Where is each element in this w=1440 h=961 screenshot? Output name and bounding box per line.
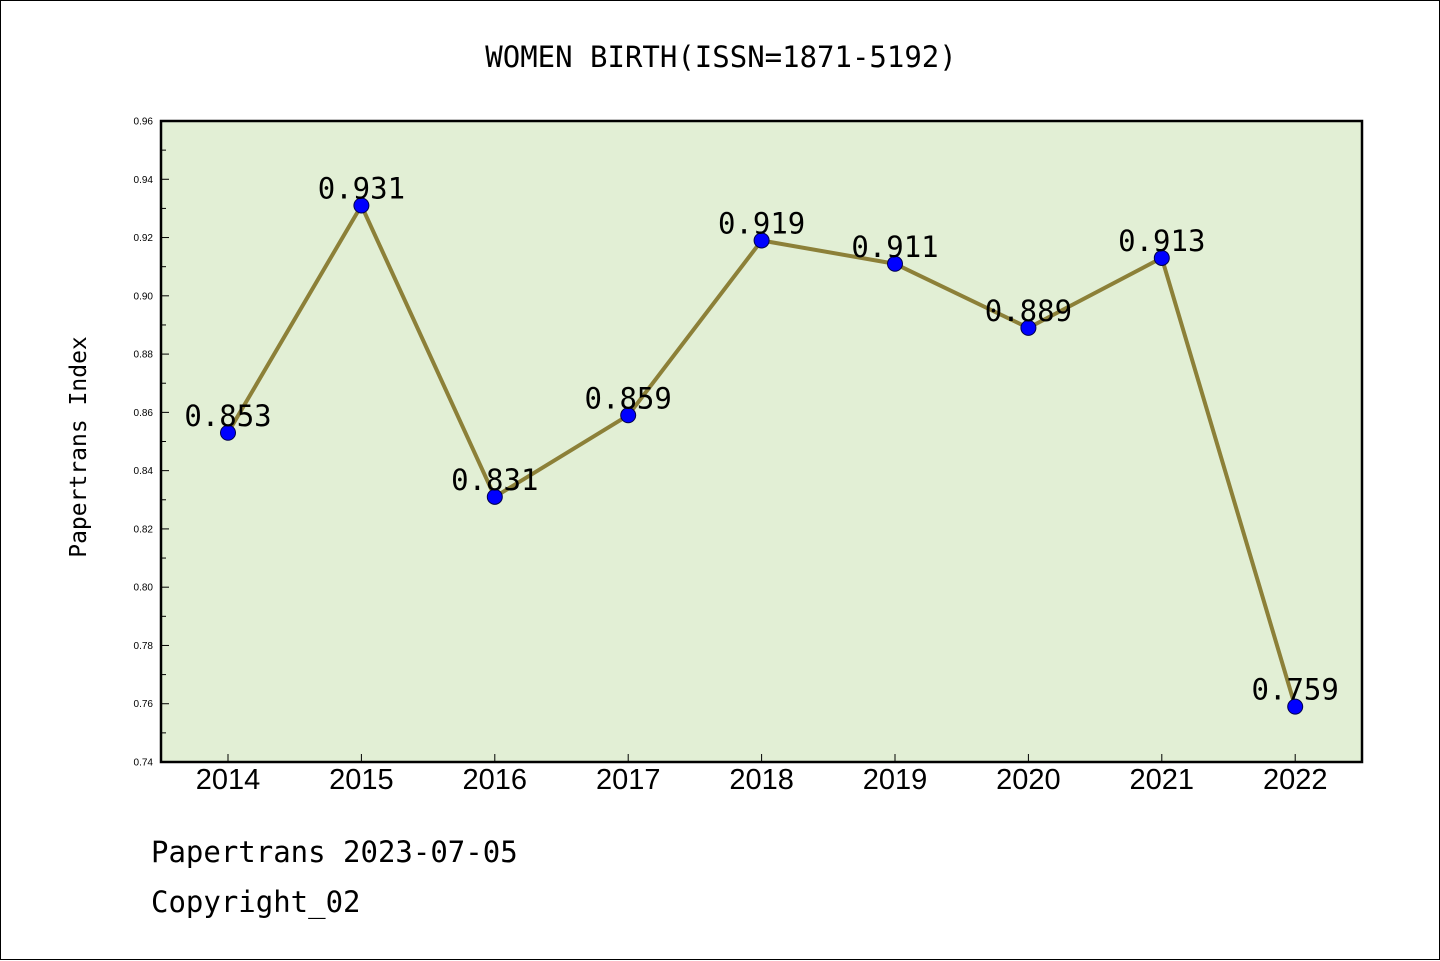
x-tick-label: 2021 — [1130, 764, 1195, 796]
y-tick-label: 0.80 — [134, 583, 154, 594]
plot-area — [159, 119, 1364, 764]
data-label: 0.853 — [184, 399, 271, 433]
y-tick-label: 0.84 — [134, 466, 154, 477]
y-tick-label: 0.94 — [134, 175, 154, 186]
series-layer — [220, 197, 1304, 715]
data-point — [220, 424, 236, 441]
data-labels: 0.853 0.931 0.831 0.859 0.919 0.911 0.889 0.913… — [184, 171, 1339, 706]
data-point — [753, 232, 770, 249]
y-tick-label: 0.88 — [134, 350, 154, 361]
y-tick-label: 0.78 — [134, 641, 154, 652]
copyright-note: Copyright_02 — [151, 885, 361, 919]
data-label: 0.859 — [585, 381, 672, 415]
data-label: 0.759 — [1252, 673, 1339, 707]
data-point — [887, 255, 903, 272]
y-tick-label: 0.74 — [134, 758, 154, 769]
x-tick-label: 2016 — [463, 764, 528, 796]
x-tick-label: 2015 — [329, 764, 394, 796]
data-point — [353, 197, 370, 214]
y-tick-label: 0.86 — [134, 408, 154, 419]
x-tick-label: 2020 — [996, 764, 1061, 796]
data-label: 0.919 — [718, 206, 805, 240]
x-tick-label: 2014 — [196, 764, 261, 796]
y-tick-label: 0.96 — [134, 117, 154, 128]
data-point — [1287, 698, 1304, 715]
data-point — [620, 407, 637, 424]
data-point — [1153, 249, 1170, 266]
data-label: 0.889 — [985, 294, 1072, 328]
y-tick-label: 0.76 — [134, 699, 154, 710]
x-tick-label: 2018 — [729, 764, 794, 796]
axis-ticks: 0.74 0.76 0.78 0.80 0.82 0.84 0.86 0.88 0.90 0.92… — [134, 117, 1328, 797]
y-tick-label: 0.92 — [134, 233, 154, 244]
y-axis-label: Papertrans Index — [66, 336, 92, 558]
data-label: 0.831 — [451, 463, 538, 497]
data-point — [1020, 319, 1037, 336]
x-tick-label: 2019 — [863, 764, 928, 796]
y-tick-label: 0.82 — [134, 524, 154, 535]
x-tick-label: 2017 — [596, 764, 661, 796]
data-label: 0.911 — [851, 230, 938, 264]
data-label: 0.931 — [318, 171, 405, 205]
y-tick-label: 0.90 — [134, 291, 154, 302]
data-label: 0.913 — [1118, 224, 1205, 258]
data-point — [486, 488, 503, 505]
chart-title: WOMEN BIRTH(ISSN=1871-5192) — [485, 40, 956, 74]
x-tick-label: 2022 — [1263, 764, 1328, 796]
source-stamp: Papertrans 2023-07-05 — [151, 835, 518, 869]
